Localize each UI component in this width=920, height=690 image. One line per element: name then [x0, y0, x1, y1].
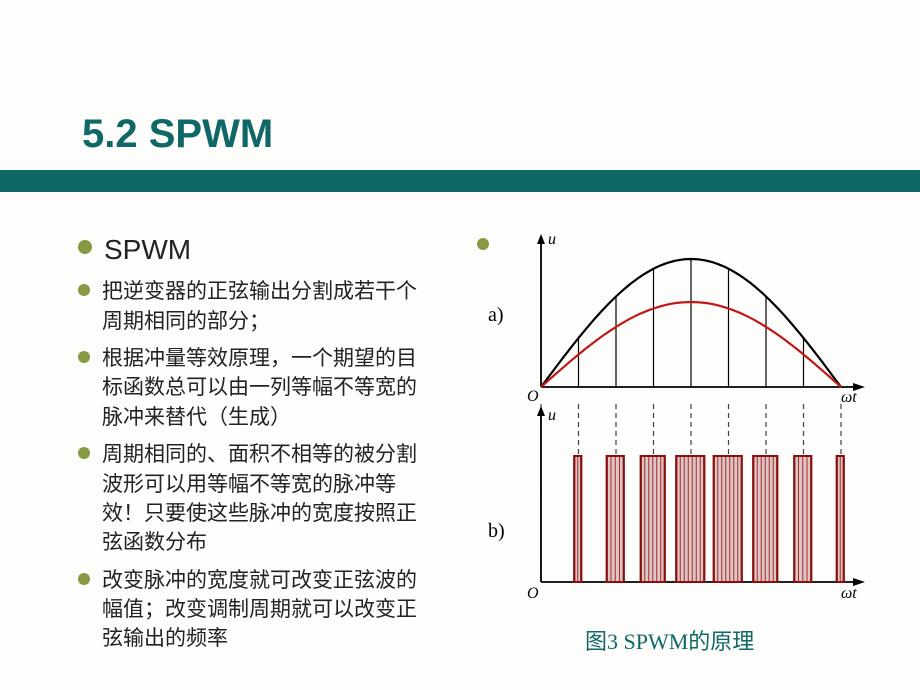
bullet-icon [78, 240, 92, 254]
slide: 5.2 SPWM SPWM 把逆变器的正弦输出分割成若干个周期相同的部分； 根据… [0, 0, 920, 690]
axis-u-b: u [548, 407, 556, 424]
bullet-2-text: 根据冲量等效原理，一个期望的目标函数总可以由一列等幅不等宽的脉冲来替代（生成） [102, 344, 428, 432]
bullet-4-text: 改变脉冲的宽度就可改变正弦波的幅值；改变调制周期就可以改变正弦输出的频率 [102, 566, 428, 654]
bullet-1: 把逆变器的正弦输出分割成若干个周期相同的部分； [78, 277, 428, 336]
bullet-icon [477, 238, 489, 250]
bullet-head-text: SPWM [104, 230, 428, 269]
axis-O: O [527, 388, 539, 404]
bullet-3-text: 周期相同的、面积不相等的被分割波形可以用等幅不等宽的脉冲等效！只要使这些脉冲的宽… [102, 440, 428, 558]
label-b: b) [488, 520, 505, 543]
bullet-4: 改变脉冲的宽度就可改变正弦波的幅值；改变调制周期就可以改变正弦输出的频率 [78, 566, 428, 654]
axis-O-b: O [527, 585, 539, 602]
bullet-2: 根据冲量等效原理，一个期望的目标函数总可以由一列等幅不等宽的脉冲来替代（生成） [78, 344, 428, 432]
axis-wt: ωt [841, 389, 857, 404]
sine-plot: u O ωt [523, 232, 868, 404]
bullet-head: SPWM [78, 230, 428, 269]
content-left: SPWM 把逆变器的正弦输出分割成若干个周期相同的部分； 根据冲量等效原理，一个… [78, 230, 428, 662]
bullet-1-text: 把逆变器的正弦输出分割成若干个周期相同的部分； [102, 277, 428, 336]
axis-u: u [548, 232, 556, 248]
bullet-icon [78, 284, 90, 296]
label-a: a) [488, 304, 504, 327]
bullet-3: 周期相同的、面积不相等的被分割波形可以用等幅不等宽的脉冲等效！只要使这些脉冲的宽… [78, 440, 428, 558]
title-bar [0, 170, 920, 192]
bullet-icon [78, 573, 90, 585]
bullet-icon [78, 447, 90, 459]
figure-caption: 图3 SPWM的原理 [585, 624, 754, 656]
section-title: 5.2 SPWM [82, 112, 273, 157]
axis-wt-b: ωt [841, 585, 857, 602]
pulse-plot: u O ωt [523, 404, 868, 609]
bullet-icon [78, 351, 90, 363]
